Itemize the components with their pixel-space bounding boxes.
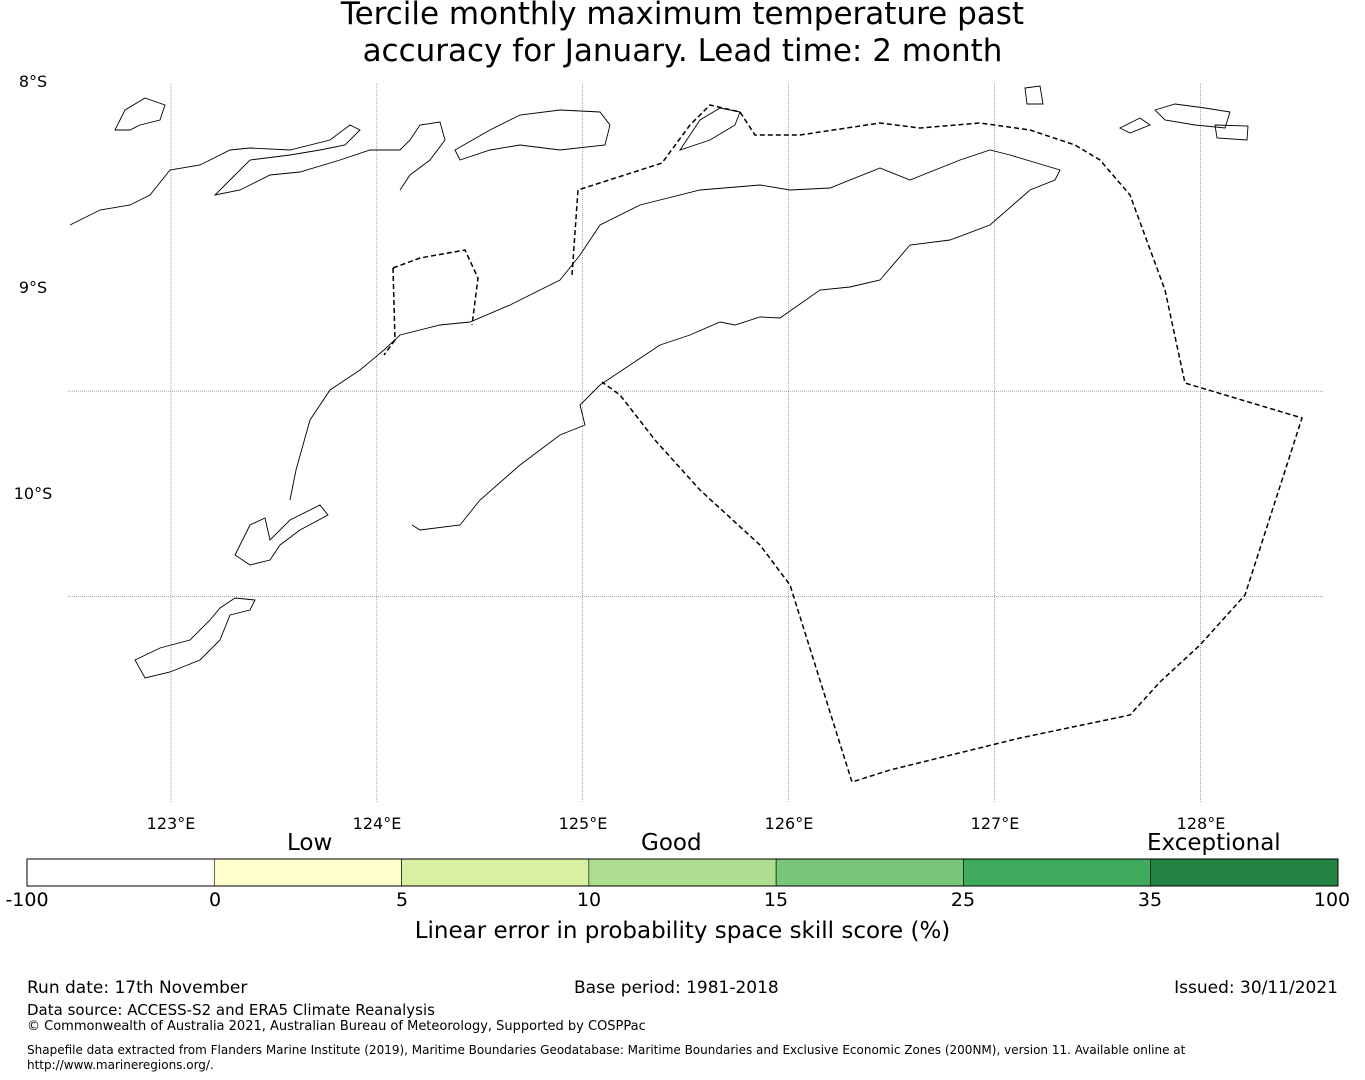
shapefile-credit-line-1: Shapefile data extracted from Flanders M…: [27, 1043, 1186, 1057]
coastline-north-islands-3: [114, 97, 166, 131]
colorbar-tick: -100: [5, 889, 49, 911]
coastline-sawu: [134, 597, 256, 679]
lon-label-128e: 128°E: [1176, 814, 1226, 833]
lon-label-127e: 127°E: [970, 814, 1020, 833]
lon-label-126e: 126°E: [764, 814, 814, 833]
coastline-wetar: [678, 107, 741, 151]
colorbar-title: Linear error in probability space skill …: [414, 918, 951, 944]
shapefile-credit-line-2: http://www.marineregions.org/.: [27, 1058, 214, 1072]
colorbar-segment: [26, 858, 215, 887]
lat-label-10s: 10°S: [13, 484, 53, 503]
colorbar-tick: 25: [950, 889, 976, 911]
colorbar-tick: 0: [208, 889, 222, 911]
colorbar-tick: 10: [576, 889, 602, 911]
colorbar-tick: 100: [1313, 889, 1351, 911]
lat-label-9s: 9°S: [18, 278, 48, 297]
title-line-1: Tercile monthly maximum temperature past: [340, 0, 1025, 32]
colorbar-segment: [588, 858, 777, 887]
colorbar-segment: [213, 858, 402, 887]
data-source: Data source: ACCESS-S2 and ERA5 Climate …: [27, 1001, 435, 1019]
issued-date: Issued: 30/11/2021: [1174, 978, 1338, 998]
coastline-east-islands-3: [1214, 124, 1249, 141]
colorbar-outline: [26, 858, 1339, 887]
eez-boundary-oecusse: [392, 249, 479, 326]
title-line-2: accuracy for January. Lead time: 2 month: [362, 33, 1003, 69]
base-period: Base period: 1981-2018: [574, 978, 779, 998]
category-good: Good: [641, 830, 702, 856]
coastline-north-islands-2: [454, 109, 611, 161]
coastline-rote: [234, 504, 329, 566]
colorbar-segment: [401, 858, 590, 887]
copyright: © Commonwealth of Australia 2021, Austra…: [27, 1019, 646, 1034]
lon-label-125e: 125°E: [558, 814, 608, 833]
lon-label-124e: 124°E: [352, 814, 402, 833]
coastline-east-islands-1: [1154, 103, 1231, 129]
coastline-east-islands-2: [1118, 117, 1151, 134]
eez-boundary-west: [383, 267, 396, 356]
category-exceptional: Exceptional: [1147, 830, 1281, 856]
colorbar-segment: [775, 858, 964, 887]
graticule: [68, 83, 1324, 802]
lon-label-123e: 123°E: [146, 814, 196, 833]
run-date: Run date: 17th November: [27, 978, 248, 998]
chart-title: Tercile monthly maximum temperature past…: [0, 0, 1365, 70]
colorbar-segment: [1150, 858, 1339, 887]
colorbar: [26, 858, 1339, 887]
maritime-boundaries: [383, 104, 1303, 783]
coastlines: [69, 85, 1249, 679]
coastline-north-islands-1: [69, 121, 446, 226]
coastline-east-islands-4: [1024, 85, 1044, 105]
colorbar-tick: 35: [1137, 889, 1163, 911]
eez-boundary-north: [571, 104, 1303, 783]
colorbar-tick: 15: [763, 889, 789, 911]
lat-label-8s: 8°S: [18, 72, 48, 91]
colorbar-tick: 5: [395, 889, 409, 911]
coastline-timor: [289, 149, 1061, 531]
colorbar-segment: [963, 858, 1152, 887]
category-low: Low: [287, 830, 333, 856]
